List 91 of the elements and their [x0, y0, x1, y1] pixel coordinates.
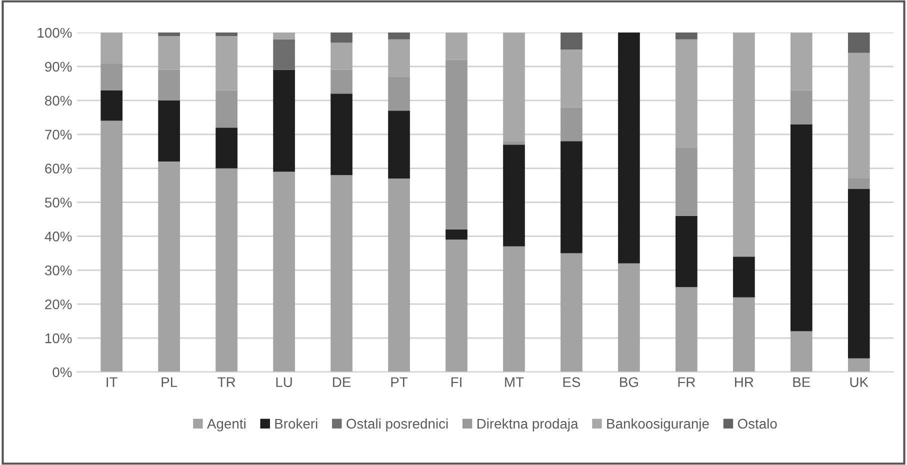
bar	[676, 39, 698, 148]
x-tick-label: FI	[451, 377, 462, 387]
bar	[446, 32, 468, 60]
bar	[503, 144, 525, 246]
bar	[618, 32, 640, 264]
x-tick-label: DE	[333, 377, 351, 387]
bar	[503, 246, 525, 372]
y-tick-label: 0%	[52, 367, 72, 378]
bar	[503, 32, 525, 142]
x-tick-label: UK	[850, 377, 868, 388]
bar	[446, 240, 468, 372]
legend-label: Agenti	[207, 418, 246, 432]
bar	[158, 100, 180, 162]
x-tick-label: BE	[793, 377, 810, 387]
y-tick-label: 90%	[45, 62, 72, 72]
legend-label: Ostalo	[738, 418, 777, 429]
bar	[848, 178, 870, 189]
legend-label: Bankoosiguranje	[607, 418, 709, 432]
bar	[790, 331, 812, 372]
x-tick-label: HR	[735, 377, 754, 387]
legend-label: Brokeri	[275, 418, 318, 429]
y-tick-label: 20%	[45, 299, 72, 310]
bar	[158, 162, 180, 372]
bar	[158, 32, 180, 36]
legend-label: Direktna prodaja	[477, 418, 578, 432]
x-tick-label: PL	[162, 377, 178, 387]
bar	[503, 141, 525, 145]
bar	[560, 253, 582, 372]
bar	[676, 148, 698, 216]
bar	[676, 32, 698, 40]
y-tick-label: 50%	[44, 198, 72, 208]
bar	[216, 128, 238, 168]
x-tick-label: LU	[276, 377, 292, 388]
bar	[676, 216, 698, 288]
x-tick-label: IT	[106, 377, 118, 387]
bar	[848, 32, 870, 53]
bar	[676, 287, 698, 372]
x-tick-label: MT	[505, 377, 524, 387]
bar	[216, 36, 238, 90]
bar	[388, 39, 410, 77]
bar	[790, 124, 812, 332]
bar	[446, 60, 468, 230]
bar	[388, 110, 410, 179]
bar	[388, 32, 410, 40]
y-tick-label: 80%	[45, 96, 72, 106]
bar	[848, 358, 870, 372]
bar	[388, 76, 410, 111]
bar	[330, 94, 352, 176]
x-tick-label: PT	[391, 377, 408, 387]
x-tick-label: ES	[563, 377, 580, 388]
bar	[273, 32, 295, 40]
bar	[273, 39, 295, 70]
bar	[618, 263, 640, 372]
y-tick-label: 40%	[44, 232, 72, 242]
bar	[100, 63, 123, 90]
bar	[216, 90, 238, 128]
legend-label: Ostali posrednici	[346, 418, 448, 432]
bar	[560, 50, 582, 108]
bar	[446, 229, 468, 240]
bar	[216, 32, 238, 36]
bar	[158, 70, 180, 100]
bar	[560, 32, 582, 50]
bar	[733, 256, 755, 298]
bar	[273, 70, 295, 172]
y-tick-label: 60%	[45, 164, 72, 174]
bar	[273, 172, 295, 372]
x-tick-label: TR	[218, 377, 236, 387]
x-tick-label: BG	[620, 377, 638, 388]
bar	[330, 32, 352, 43]
bar	[100, 120, 123, 372]
bar	[733, 32, 755, 257]
bar	[848, 52, 870, 179]
x-tick-label: FR	[678, 377, 696, 387]
bar	[560, 107, 582, 142]
bar	[790, 32, 812, 90]
bar	[330, 70, 352, 94]
bar	[330, 175, 352, 372]
y-tick-label: 100%	[38, 28, 72, 38]
bar	[560, 141, 582, 254]
bar	[733, 297, 755, 372]
bar	[100, 32, 123, 64]
bar	[100, 90, 123, 121]
y-tick-label: 30%	[44, 266, 72, 276]
bar	[848, 188, 870, 358]
y-tick-label: 70%	[45, 130, 72, 140]
y-tick-label: 10%	[45, 333, 72, 344]
bar	[158, 36, 180, 70]
bar	[790, 90, 812, 124]
bar	[216, 168, 238, 372]
bar	[388, 178, 410, 372]
bar	[330, 42, 352, 70]
